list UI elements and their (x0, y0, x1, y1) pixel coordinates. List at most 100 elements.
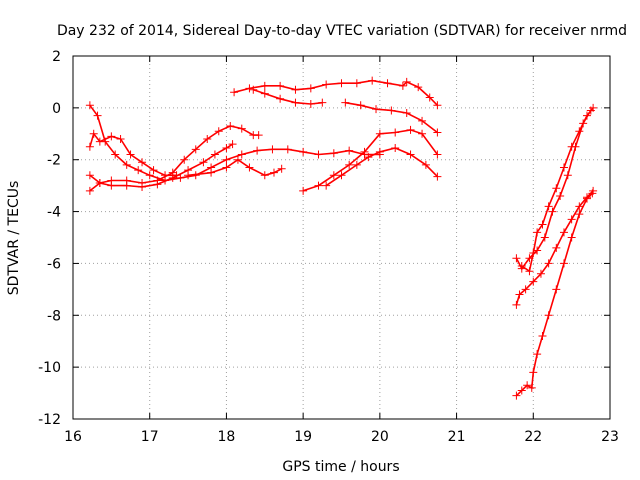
series-line (521, 107, 594, 273)
plus-marker (529, 368, 538, 377)
plus-marker (95, 179, 104, 188)
plus-marker (529, 277, 538, 286)
x-axis: 16 17 18 19 20 21 22 23 (64, 56, 619, 445)
chart-title: Day 232 of 2014, Sidereal Day-to-day VTE… (57, 23, 627, 39)
plus-marker (406, 125, 415, 134)
plus-marker (233, 155, 242, 164)
plus-marker (588, 189, 597, 198)
plus-marker (533, 228, 542, 237)
plus-marker (283, 145, 292, 154)
series-arc5 (184, 155, 286, 180)
series-arc1 (85, 101, 384, 185)
series-arc8 (341, 98, 442, 137)
plus-marker (521, 285, 530, 294)
plus-marker (291, 85, 300, 94)
plus-marker (548, 207, 557, 216)
plus-marker (237, 150, 246, 159)
y-tick-label: -2 (47, 153, 61, 169)
plus-marker (116, 134, 125, 143)
plus-marker (368, 76, 377, 85)
plus-marker (249, 85, 258, 94)
y-tick-label: -8 (47, 308, 61, 324)
plus-marker (517, 262, 526, 271)
plus-marker (277, 164, 286, 173)
plus-marker (352, 79, 361, 88)
plus-marker (134, 166, 143, 175)
series-line (89, 104, 380, 182)
plus-marker (567, 233, 576, 242)
y-tick-label: -4 (47, 205, 61, 221)
plus-marker (126, 150, 135, 159)
plus-marker (517, 386, 526, 395)
plus-marker (567, 215, 576, 224)
series-line (302, 129, 439, 192)
plus-marker (95, 137, 104, 146)
plus-marker (352, 160, 361, 169)
x-tick-label: 20 (371, 429, 389, 445)
plus-marker (391, 144, 400, 153)
plus-marker (529, 249, 538, 258)
data-series (85, 76, 598, 400)
plus-marker (414, 83, 423, 92)
plus-marker (575, 202, 584, 211)
plus-marker (538, 332, 547, 341)
plus-marker (402, 77, 411, 86)
plus-marker (433, 101, 442, 110)
series-line (325, 147, 438, 187)
y-tick-label: -12 (38, 412, 61, 428)
plus-marker (375, 147, 384, 156)
series-arc12 (517, 103, 598, 276)
plus-marker (418, 116, 427, 125)
plus-marker (523, 381, 532, 390)
series-arc10 (322, 144, 442, 190)
plus-marker (398, 81, 407, 90)
plus-marker (372, 105, 381, 114)
plus-marker (364, 153, 373, 162)
plus-marker (575, 210, 584, 219)
y-tick-label: 2 (52, 49, 61, 65)
plus-marker (552, 285, 561, 294)
plus-marker (222, 144, 231, 153)
plus-marker (138, 158, 147, 167)
plus-marker (322, 181, 331, 190)
plus-marker (512, 391, 521, 400)
plus-marker (254, 131, 263, 140)
plus-marker (245, 84, 254, 93)
series-line (89, 132, 177, 177)
plus-marker (306, 99, 315, 108)
plus-marker (418, 129, 427, 138)
plus-marker (421, 160, 430, 169)
plus-marker (536, 269, 545, 278)
series-arc9 (299, 125, 442, 195)
plus-marker (314, 181, 323, 190)
x-tick-label: 19 (294, 429, 312, 445)
plus-marker (85, 171, 94, 180)
plus-marker (575, 127, 584, 136)
plus-marker (122, 160, 131, 169)
plus-marker (544, 311, 553, 320)
plus-marker (322, 80, 331, 89)
plus-marker (260, 171, 269, 180)
plus-marker (184, 171, 193, 180)
plus-marker (237, 124, 246, 133)
plus-marker (337, 171, 346, 180)
plus-marker (525, 267, 534, 276)
series-arc7 (249, 85, 327, 108)
plus-marker (391, 128, 400, 137)
plus-marker (268, 145, 277, 154)
plus-marker (210, 150, 219, 159)
plus-marker (107, 181, 116, 190)
plus-marker (341, 98, 350, 107)
plus-marker (552, 184, 561, 193)
plus-marker (107, 132, 116, 141)
plus-marker (433, 150, 442, 159)
plus-marker (345, 160, 354, 169)
plus-marker (291, 98, 300, 107)
series-line (233, 79, 438, 106)
plus-marker (85, 101, 94, 110)
plus-marker (512, 300, 521, 309)
series-line (515, 190, 594, 306)
plus-marker (552, 243, 561, 252)
plus-marker (191, 145, 200, 154)
